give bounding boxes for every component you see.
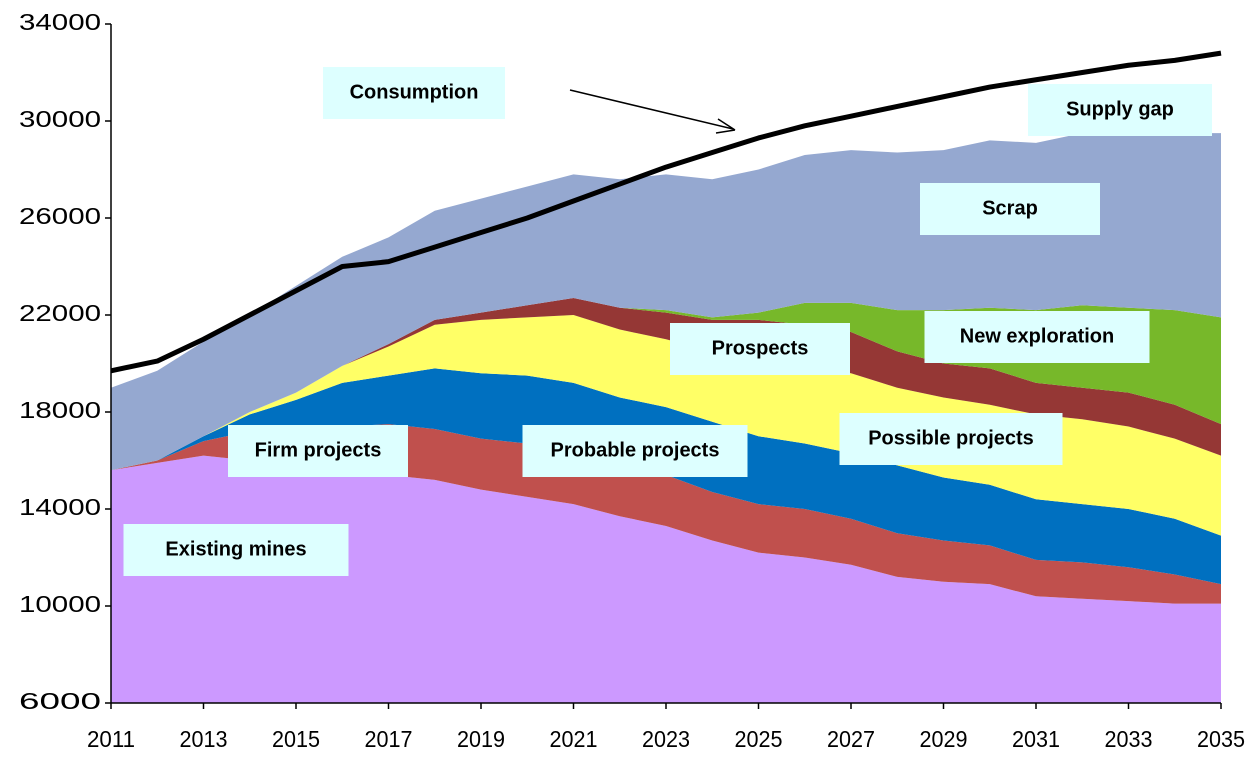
x-tick-label: 2023 <box>642 726 690 752</box>
area <box>111 455 1221 703</box>
y-tick-label: 30000 <box>19 106 101 132</box>
series-label: Consumption <box>350 81 479 103</box>
label-box <box>924 311 1150 363</box>
series-label: Possible projects <box>868 427 1034 449</box>
x-tick-label: 2029 <box>920 726 968 752</box>
x-tick-label: 2033 <box>1105 726 1153 752</box>
x-tick-label: 2017 <box>365 726 413 752</box>
label-box <box>323 67 505 119</box>
area <box>111 368 1221 585</box>
series-label: Existing mines <box>165 538 306 560</box>
line <box>110 50 1222 374</box>
x-tick-label: 2027 <box>827 726 875 752</box>
x-tick-label: 2021 <box>550 726 598 752</box>
series-label: Prospects <box>712 337 809 359</box>
y-tick-label: 10000 <box>19 591 101 617</box>
x-tick-label: 2011 <box>87 726 135 752</box>
series-label: New exploration <box>960 325 1114 347</box>
y-tick-label: 22000 <box>19 300 101 326</box>
x-tick-label: 2015 <box>272 726 320 752</box>
y-tick-label: 34000 <box>19 9 101 35</box>
label-box <box>522 425 748 477</box>
x-tick-label: 2019 <box>457 726 505 752</box>
label-box <box>839 413 1063 465</box>
x-tick-label: 2031 <box>1012 726 1060 752</box>
x-tick-label: 2035 <box>1197 726 1245 752</box>
arrow-head <box>715 118 736 134</box>
label-box <box>1028 84 1212 136</box>
label-box <box>670 323 850 375</box>
series-label: Firm projects <box>255 439 382 461</box>
series-label: Probable projects <box>551 439 720 461</box>
y-tick-label: 14000 <box>19 494 101 520</box>
area <box>111 298 1221 471</box>
label-box <box>920 183 1100 235</box>
label-box <box>228 425 408 477</box>
y-tick-label: 18000 <box>19 397 101 423</box>
arrow <box>569 89 734 130</box>
y-tick-label: 26000 <box>19 203 101 229</box>
x-tick-label: 2025 <box>735 726 783 752</box>
series-label: Supply gap <box>1066 98 1174 120</box>
series-label: Scrap <box>982 197 1038 219</box>
y-tick-label: 6000 <box>19 688 101 714</box>
area <box>111 315 1221 536</box>
label-box <box>123 524 349 576</box>
x-tick-label: 2013 <box>180 726 228 752</box>
